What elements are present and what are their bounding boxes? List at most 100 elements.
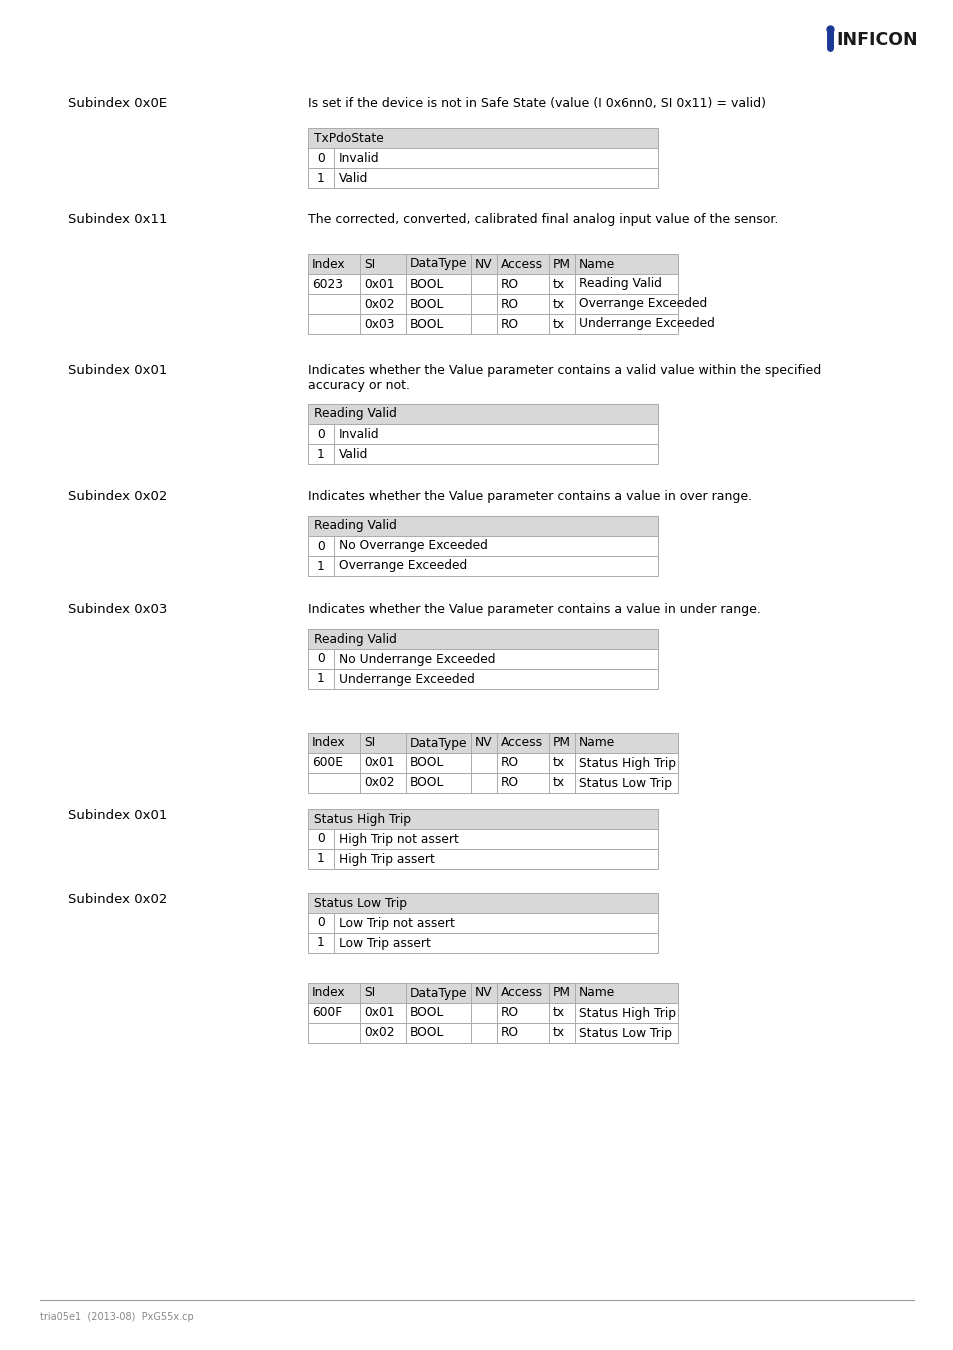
Bar: [308, 809, 658, 829]
Text: Valid: Valid: [338, 171, 368, 185]
Text: Index: Index: [312, 737, 345, 749]
Text: RO: RO: [500, 756, 518, 770]
Text: Status Low Trip: Status Low Trip: [314, 896, 407, 910]
Text: Is set if the device is not in Safe State (value (I 0x6nn0, SI 0x11) = valid): Is set if the device is not in Safe Stat…: [308, 97, 765, 109]
Text: Underrange Exceeded: Underrange Exceeded: [578, 317, 714, 331]
Text: NV: NV: [475, 258, 492, 270]
Text: Index: Index: [312, 258, 345, 270]
Text: 1: 1: [316, 672, 325, 686]
Bar: [308, 516, 658, 536]
Text: High Trip assert: High Trip assert: [338, 852, 435, 865]
Text: 600F: 600F: [312, 1007, 342, 1019]
Text: Underrange Exceeded: Underrange Exceeded: [338, 672, 475, 686]
Text: Index: Index: [312, 987, 345, 999]
Bar: [308, 294, 678, 315]
Text: INFICON: INFICON: [835, 31, 917, 49]
Bar: [308, 629, 658, 649]
Text: Access: Access: [500, 258, 542, 270]
Text: Status High Trip: Status High Trip: [578, 1007, 676, 1019]
Bar: [308, 424, 658, 444]
Text: Status Low Trip: Status Low Trip: [578, 1026, 671, 1040]
Text: Subindex 0x02: Subindex 0x02: [68, 892, 167, 906]
Text: tx: tx: [553, 1007, 564, 1019]
Text: RO: RO: [500, 317, 518, 331]
Text: RO: RO: [500, 776, 518, 790]
Text: tria05e1  (2013-08)  PxG55x.cp: tria05e1 (2013-08) PxG55x.cp: [40, 1312, 193, 1322]
Text: Indicates whether the Value parameter contains a value in over range.: Indicates whether the Value parameter co…: [308, 490, 751, 504]
Text: RO: RO: [500, 297, 518, 310]
Text: SI: SI: [364, 258, 375, 270]
Text: Name: Name: [578, 987, 615, 999]
Text: 600E: 600E: [312, 756, 343, 770]
Text: Access: Access: [500, 737, 542, 749]
Text: tx: tx: [553, 1026, 564, 1040]
Text: Low Trip assert: Low Trip assert: [338, 937, 431, 949]
Text: Valid: Valid: [338, 447, 368, 460]
Text: Reading Valid: Reading Valid: [314, 408, 396, 420]
Text: DataType: DataType: [410, 737, 467, 749]
Text: 0: 0: [316, 917, 325, 930]
Text: RO: RO: [500, 1026, 518, 1040]
Text: BOOL: BOOL: [410, 1026, 444, 1040]
Text: tx: tx: [553, 756, 564, 770]
Text: 1: 1: [316, 447, 325, 460]
Text: BOOL: BOOL: [410, 776, 444, 790]
Text: Subindex 0x01: Subindex 0x01: [68, 809, 167, 822]
Text: Status High Trip: Status High Trip: [578, 756, 676, 770]
Bar: [308, 983, 678, 1003]
Bar: [308, 892, 658, 913]
Text: 0x03: 0x03: [364, 317, 395, 331]
Text: SI: SI: [364, 987, 375, 999]
Text: 0x01: 0x01: [364, 1007, 395, 1019]
Text: Indicates whether the Value parameter contains a valid value within the specifie: Indicates whether the Value parameter co…: [308, 364, 821, 391]
Text: Subindex 0x01: Subindex 0x01: [68, 364, 167, 377]
Text: Subindex 0x0E: Subindex 0x0E: [68, 97, 167, 109]
Text: TxPdoState: TxPdoState: [314, 131, 383, 144]
Text: No Overrange Exceeded: No Overrange Exceeded: [338, 540, 487, 552]
Bar: [308, 1003, 678, 1023]
Text: Subindex 0x03: Subindex 0x03: [68, 603, 167, 616]
Text: tx: tx: [553, 776, 564, 790]
Text: BOOL: BOOL: [410, 1007, 444, 1019]
Text: NV: NV: [475, 987, 492, 999]
Text: Invalid: Invalid: [338, 428, 379, 440]
Text: PM: PM: [553, 987, 571, 999]
Text: Low Trip not assert: Low Trip not assert: [338, 917, 455, 930]
Text: 0x02: 0x02: [364, 297, 395, 310]
Text: 0x02: 0x02: [364, 1026, 395, 1040]
Text: BOOL: BOOL: [410, 278, 444, 290]
Text: NV: NV: [475, 737, 492, 749]
Bar: [308, 556, 658, 576]
Text: Reading Valid: Reading Valid: [314, 520, 396, 532]
Bar: [308, 649, 658, 670]
Bar: [308, 167, 658, 188]
Bar: [308, 404, 658, 424]
Text: tx: tx: [553, 317, 564, 331]
Text: Invalid: Invalid: [338, 151, 379, 165]
Text: 0x02: 0x02: [364, 776, 395, 790]
Text: DataType: DataType: [410, 258, 467, 270]
Text: The corrected, converted, calibrated final analog input value of the sensor.: The corrected, converted, calibrated fin…: [308, 213, 778, 225]
Text: Subindex 0x02: Subindex 0x02: [68, 490, 167, 504]
Text: RO: RO: [500, 1007, 518, 1019]
Text: Overrange Exceeded: Overrange Exceeded: [578, 297, 706, 310]
Text: 0: 0: [316, 652, 325, 666]
Text: Subindex 0x11: Subindex 0x11: [68, 213, 168, 225]
Text: Name: Name: [578, 258, 615, 270]
Text: tx: tx: [553, 297, 564, 310]
Bar: [308, 774, 678, 792]
Bar: [308, 536, 658, 556]
Text: tx: tx: [553, 278, 564, 290]
Text: No Underrange Exceeded: No Underrange Exceeded: [338, 652, 495, 666]
Text: 1: 1: [316, 559, 325, 572]
Bar: [308, 753, 678, 774]
Bar: [308, 733, 678, 753]
Text: 6023: 6023: [312, 278, 343, 290]
Bar: [308, 913, 658, 933]
Text: BOOL: BOOL: [410, 317, 444, 331]
Text: PM: PM: [553, 258, 571, 270]
Text: Indicates whether the Value parameter contains a value in under range.: Indicates whether the Value parameter co…: [308, 603, 760, 616]
Bar: [308, 670, 658, 688]
Text: Name: Name: [578, 737, 615, 749]
Text: Status Low Trip: Status Low Trip: [578, 776, 671, 790]
